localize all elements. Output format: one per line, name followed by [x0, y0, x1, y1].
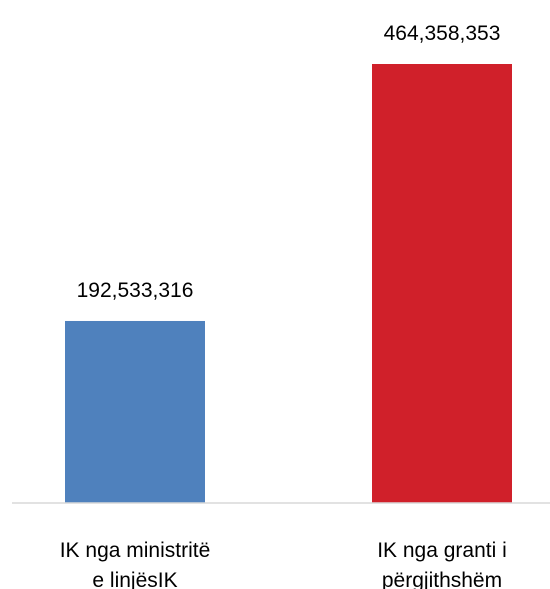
data-label-1: 192,533,316: [77, 279, 194, 302]
category-label-2-line-2: përgjithshëm: [382, 569, 502, 589]
category-label-1-line-2: e linjësIK: [92, 569, 177, 589]
bar-1: [65, 320, 205, 503]
bars-group: [65, 64, 512, 503]
data-label-2: 464,358,353: [384, 22, 501, 45]
category-labels-group: IK nga ministritë e linjësIK IK nga granti…: [60, 539, 507, 589]
category-label-1-line-1: IK nga ministritë: [60, 539, 211, 562]
data-labels-group: 192,533,316 464,358,353: [77, 22, 501, 302]
bar-2: [372, 64, 512, 503]
category-label-2-line-1: IK nga granti i: [377, 539, 507, 562]
